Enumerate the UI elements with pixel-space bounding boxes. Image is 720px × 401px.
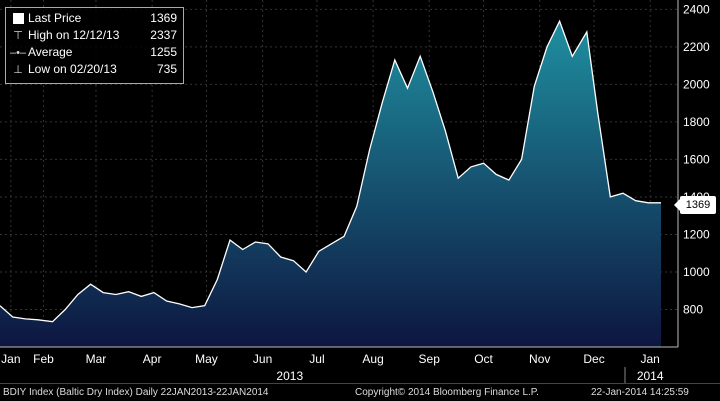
chart-axes: 80010001200140016001800200022002400JanFe…: [0, 0, 710, 383]
series-area-fill: [0, 21, 661, 347]
x-tick-label: Jan: [1, 352, 20, 366]
y-tick-label: 1000: [683, 265, 710, 279]
y-tick-label: 1800: [683, 115, 710, 129]
y-tick-label: 1600: [683, 152, 710, 166]
y-tick-label: 2200: [683, 40, 710, 54]
year-label: 2014: [637, 369, 664, 383]
x-tick-label: May: [195, 352, 218, 366]
x-tick-label: Aug: [362, 352, 383, 366]
x-tick-label: Feb: [33, 352, 54, 366]
x-tick-label: Nov: [529, 352, 550, 366]
y-tick-label: 800: [683, 302, 703, 316]
x-tick-label: Apr: [143, 352, 162, 366]
legend-high: ⊤ High on 12/12/13 2337: [10, 27, 177, 44]
x-tick-label: Jul: [309, 352, 324, 366]
legend-last-price-label: Last Price: [28, 11, 82, 25]
legend-low: ⊥ Low on 02/20/13 735: [10, 61, 177, 78]
footer-timestamp: 22-Jan-2014 14:25:59: [591, 387, 689, 398]
legend-square-icon: [10, 10, 26, 30]
legend-average-label: Average: [28, 45, 73, 59]
y-tick-label: 2000: [683, 77, 710, 91]
series-line: [0, 19, 661, 323]
legend-average: –•– Average 1255: [10, 44, 177, 61]
x-tick-label: Oct: [474, 352, 493, 366]
footer-copyright: Copyright© 2014 Bloomberg Finance L.P.: [355, 387, 539, 398]
last-price-tag: 1369: [674, 196, 716, 214]
y-tick-label: 2400: [683, 2, 710, 16]
low-marker-icon: ⊥: [13, 64, 23, 76]
legend-high-label: High on 12/12/13: [28, 28, 120, 42]
x-tick-label: Jun: [253, 352, 272, 366]
x-tick-label: Jan: [641, 352, 660, 366]
x-tick-label: Mar: [86, 352, 107, 366]
average-marker-icon: –•–: [10, 47, 27, 59]
x-tick-label: Dec: [583, 352, 604, 366]
year-label: 2013: [276, 369, 303, 383]
legend-last-price: Last Price 1369: [10, 10, 177, 27]
chart-legend: Last Price 1369 ⊤ High on 12/12/13 2337 …: [5, 7, 184, 84]
legend-low-value: 735: [156, 62, 177, 76]
status-footer: BDIY Index (Baltic Dry Index) Daily 22JA…: [0, 383, 720, 401]
chart-area-layer: [0, 19, 661, 347]
legend-low-label: Low on 02/20/13: [28, 62, 117, 76]
legend-average-value: 1255: [150, 45, 177, 59]
y-tick-label: 1200: [683, 227, 710, 241]
high-marker-icon: ⊤: [13, 30, 23, 42]
footer-ticker: BDIY Index (Baltic Dry Index) Daily 22JA…: [3, 387, 269, 398]
legend-high-value: 2337: [150, 28, 177, 42]
x-tick-label: Sep: [419, 352, 441, 366]
legend-last-price-value: 1369: [150, 11, 177, 25]
